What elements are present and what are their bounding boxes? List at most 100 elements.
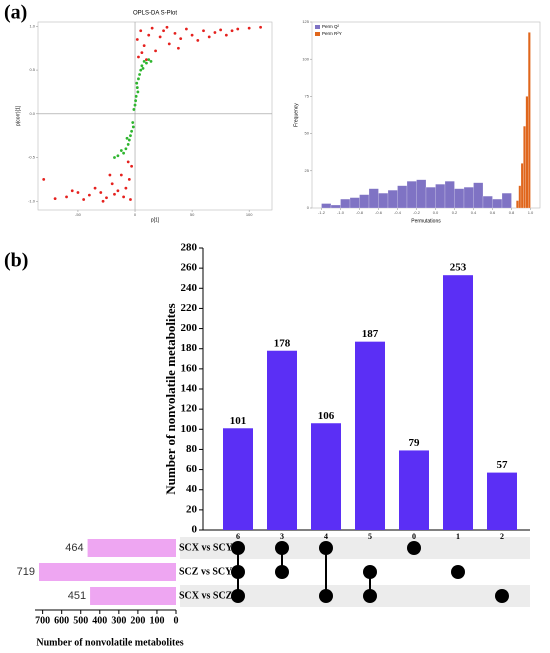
point <box>122 195 126 199</box>
point <box>133 103 137 107</box>
y-tick-label: 50 <box>305 131 310 136</box>
point <box>137 77 140 81</box>
point <box>147 33 151 37</box>
point <box>135 86 139 89</box>
point <box>113 156 116 159</box>
value-label: 79 <box>409 437 421 449</box>
point <box>219 28 223 32</box>
value-label: 187 <box>362 328 379 340</box>
point <box>122 151 126 155</box>
point <box>70 189 74 193</box>
point <box>119 149 123 152</box>
matrix-dot <box>319 589 333 603</box>
matrix-dot <box>407 541 421 555</box>
matrix-dot <box>275 541 289 555</box>
x-tick-label: -0.2 <box>413 210 421 215</box>
y-tick-label: 0 <box>307 205 310 210</box>
bar <box>435 184 446 209</box>
set-bar <box>39 563 177 581</box>
point <box>139 68 143 72</box>
bar <box>443 275 473 530</box>
point <box>124 186 128 190</box>
matrix-dot <box>231 541 245 555</box>
bar <box>492 198 503 209</box>
x-tick-label: 3 <box>280 532 284 541</box>
point <box>108 173 112 177</box>
bar <box>267 350 297 530</box>
point <box>132 108 136 111</box>
set-size-label: 451 <box>68 590 86 602</box>
bar <box>482 195 493 209</box>
bar <box>349 197 360 209</box>
point <box>149 59 153 63</box>
point <box>196 38 200 42</box>
value-label: 106 <box>318 410 335 422</box>
point <box>42 177 46 181</box>
bar <box>340 198 351 209</box>
chart-title: OPLS-DA S-Plot <box>133 11 177 17</box>
panel-label: (b) <box>4 250 28 272</box>
set-x-tick-label: 300 <box>111 615 126 626</box>
x-tick-label: 5 <box>368 532 372 541</box>
x-axis-label: Permutations <box>411 218 441 224</box>
y-tick-label: 240 <box>181 282 198 294</box>
point <box>76 191 80 194</box>
bar <box>223 428 253 530</box>
x-tick-label: 50 <box>190 212 195 217</box>
point <box>124 147 128 151</box>
point <box>93 186 97 190</box>
x-tick-label: -0.8 <box>356 210 364 215</box>
bar <box>321 203 332 209</box>
y-tick-label: 100 <box>181 423 198 435</box>
matrix-dot <box>319 541 333 555</box>
point <box>224 33 228 37</box>
bar <box>399 450 429 530</box>
x-tick-label: 100 <box>246 212 253 217</box>
set-bar <box>87 539 176 557</box>
y-tick-label: 260 <box>181 262 198 274</box>
point <box>177 46 180 50</box>
x-tick-label: 6 <box>236 532 240 541</box>
legend-label: Perm R²Y <box>322 31 342 36</box>
x-tick-label: 0.4 <box>471 210 477 215</box>
point <box>113 192 116 196</box>
point <box>131 125 135 129</box>
point <box>119 173 123 177</box>
point <box>140 51 144 55</box>
point <box>116 189 120 193</box>
y-tick-label: 0.5 <box>29 67 35 72</box>
x-tick-label: 1.0 <box>528 210 534 215</box>
set-x-tick-label: 600 <box>54 615 69 626</box>
bar <box>444 181 455 209</box>
bar <box>523 126 526 209</box>
bar <box>368 188 379 209</box>
bar <box>359 194 370 209</box>
point <box>137 55 140 59</box>
y-tick-label: 40 <box>186 483 198 495</box>
set-name: SCX vs SCZ <box>179 590 233 601</box>
y-tick-label: 140 <box>181 383 198 395</box>
y-tick-label: 180 <box>181 342 198 354</box>
set-bar <box>90 587 176 605</box>
x-tick-label: -50 <box>75 212 82 217</box>
point <box>134 94 138 98</box>
point <box>65 195 68 199</box>
point <box>131 121 135 124</box>
matrix-dot <box>275 565 289 579</box>
point <box>173 31 177 35</box>
point <box>259 25 262 29</box>
y-tick-label: 0 <box>192 524 198 536</box>
set-x-tick-label: 0 <box>174 615 179 626</box>
point <box>145 61 148 65</box>
y-tick-label: 80 <box>186 443 198 455</box>
bar <box>311 423 341 530</box>
matrix-dot <box>495 589 509 603</box>
point <box>126 160 130 164</box>
point <box>125 136 129 140</box>
point <box>130 129 134 133</box>
legend-swatch <box>315 25 320 29</box>
point <box>167 42 171 46</box>
y-axis-label: Number of nonvolatile metabolites <box>163 303 178 495</box>
point <box>87 193 91 197</box>
point <box>145 58 148 61</box>
